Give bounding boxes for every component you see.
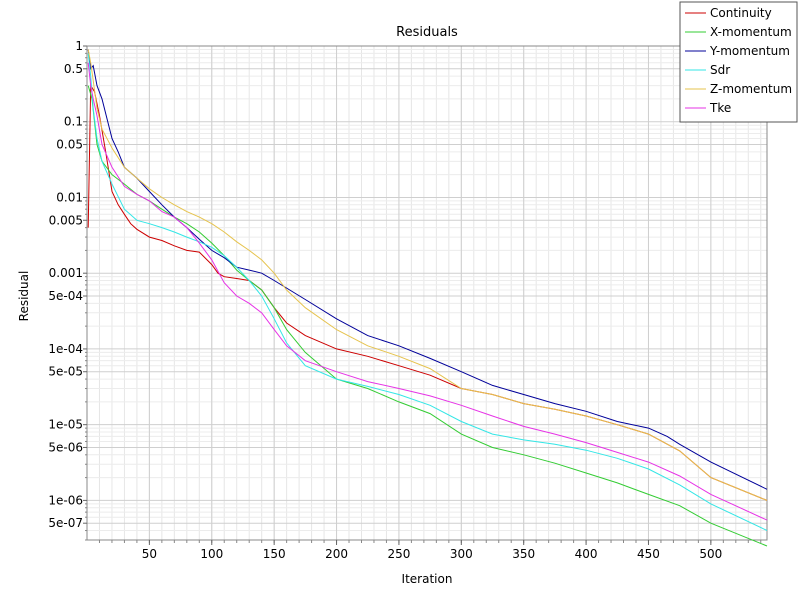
legend-entry: Y-momentum — [709, 44, 790, 58]
y-axis-label: Residual — [17, 271, 31, 322]
y-tick-label: 1e-05 — [48, 418, 83, 432]
x-tick-label: 200 — [325, 547, 348, 561]
grid — [87, 45, 767, 541]
y-tick-label: 1e-04 — [48, 342, 83, 356]
x-tick-label: 300 — [450, 547, 473, 561]
y-tick-label: 5e-04 — [48, 289, 83, 303]
x-tick-label: 250 — [387, 547, 410, 561]
x-tick-label: 50 — [142, 547, 157, 561]
y-tick-label: 5e-07 — [48, 516, 83, 530]
legend-box — [679, 1, 798, 123]
plot-area — [86, 45, 768, 541]
chart-title: Residuals — [396, 25, 458, 40]
y-tick-label: 0.001 — [49, 266, 83, 280]
legend-entry: Sdr — [710, 63, 730, 77]
y-axis-ticks: 1 0.5 0.1 0.05 0.01 0.005 0.001 5e-04 1e-04 5e-05… — [48, 39, 87, 541]
x-axis-label: Iteration — [402, 572, 453, 586]
series-line-continuity — [87, 83, 768, 501]
y-tick-label: 0.1 — [64, 115, 83, 129]
y-tick-label: 1 — [75, 39, 83, 53]
series-line-sdr — [87, 53, 768, 531]
x-tick-label: 450 — [637, 547, 660, 561]
legend-entry: Tke — [709, 101, 731, 115]
y-tick-label: 1e-06 — [48, 493, 83, 507]
x-tick-label: 350 — [512, 547, 535, 561]
series-line-y-momentum — [87, 49, 768, 490]
series-line-tke — [87, 62, 768, 521]
legend-entry: Z-momentum — [710, 82, 792, 96]
x-tick-label: 100 — [200, 547, 223, 561]
x-tick-label: 150 — [263, 547, 286, 561]
series-lines — [87, 49, 768, 547]
y-tick-label: 5e-06 — [48, 440, 83, 454]
legend-entry: Continuity — [710, 6, 772, 20]
y-tick-label: 5e-05 — [48, 365, 83, 379]
y-tick-label: 0.01 — [56, 190, 83, 204]
x-axis-ticks: 50 100 150 200 250 300 350 400 450 500 — [98, 540, 762, 561]
x-tick-label: 400 — [575, 547, 598, 561]
y-tick-label: 0.5 — [64, 62, 83, 76]
legend: Continuity X-momentum Y-momentum Sdr Z-momen… — [679, 1, 798, 123]
y-tick-label: 0.05 — [56, 138, 83, 152]
y-tick-label: 0.005 — [49, 213, 83, 227]
x-tick-label: 500 — [699, 547, 722, 561]
series-line-x-momentum — [87, 85, 768, 547]
series-line-z-momentum — [87, 49, 768, 501]
legend-entry: X-momentum — [710, 25, 792, 39]
